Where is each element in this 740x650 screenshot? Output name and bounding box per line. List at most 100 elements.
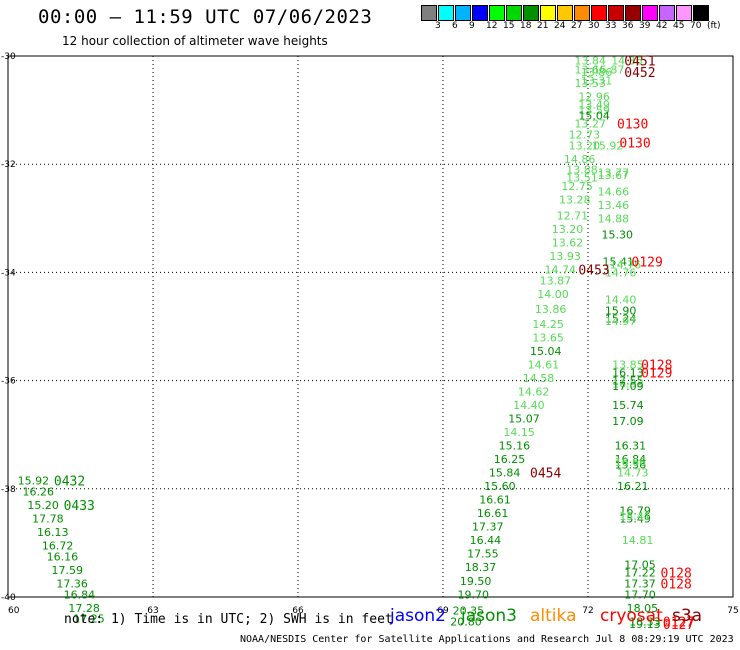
wave-height-value: 14.36 <box>611 54 643 67</box>
pass-time-label: 0127 <box>663 615 694 630</box>
pass-time-label: 0453 <box>578 264 609 279</box>
color-scale-label: 70 <box>690 21 702 31</box>
wave-height-value: 17.22 <box>624 567 656 580</box>
color-swatch <box>676 5 692 21</box>
wave-height-value: 17.09 <box>612 415 644 428</box>
legend-s3a: s3a <box>672 606 703 626</box>
wave-height-value: 12.73 <box>569 128 601 141</box>
lat-tick-label: -32 <box>1 160 16 170</box>
wave-height-value: 14.66 <box>598 185 630 198</box>
wave-height-value: 15.07 <box>508 412 540 425</box>
wave-height-value: 13.67 <box>598 169 630 182</box>
wave-height-value: 13.20 <box>552 223 584 236</box>
color-swatch <box>625 5 641 21</box>
color-scale-label: 30 <box>588 21 600 31</box>
lon-tick-label: 60 <box>8 606 20 616</box>
wave-height-value: 17.55 <box>467 548 499 561</box>
wave-height-value: 15.56 <box>615 458 647 471</box>
color-swatch <box>455 5 471 21</box>
wave-height-value: 17.36 <box>56 577 87 590</box>
wave-height-value: 13.27 <box>574 118 606 131</box>
wave-height-value: 13.77 <box>598 166 630 179</box>
wave-height-value: 15.49 <box>619 513 651 526</box>
wave-height-value: 17.05 <box>624 559 656 572</box>
wave-height-value: 16.61 <box>477 507 509 520</box>
wave-height-value: 12.71 <box>557 210 589 223</box>
pass-time-label: 0128 <box>641 358 672 373</box>
color-scale-label: 12 <box>486 21 498 31</box>
wave-height-value: 13.85 <box>612 358 644 371</box>
wave-height-value: 13.86 <box>581 66 613 79</box>
wave-height-value: 16.79 <box>619 504 651 517</box>
wave-height-value: 14.88 <box>598 212 630 225</box>
wave-height-value: 14.40 <box>605 293 637 306</box>
color-swatch <box>506 5 522 21</box>
lat-tick-label: -34 <box>1 268 16 278</box>
color-swatch <box>574 5 590 21</box>
lon-tick-label: 72 <box>582 606 593 616</box>
wave-height-value: 15.84 <box>489 467 520 480</box>
wave-height-value: 18.05 <box>627 602 659 615</box>
wave-height-value: 15.41 <box>603 256 635 269</box>
wave-height-value: 13.84 <box>574 54 606 67</box>
wave-height-value: 17.28 <box>68 602 100 615</box>
wave-height-value: 17.37 <box>472 521 504 534</box>
wave-height-value: 14.40 <box>513 399 545 412</box>
wave-height-value: 12.96 <box>578 91 610 104</box>
wave-height-value: 20.80 <box>450 615 482 628</box>
wave-height-value: 16.53 <box>612 377 644 390</box>
color-scale-label: 33 <box>605 21 617 31</box>
wave-height-value: 16.84 <box>615 453 647 466</box>
wave-height-value: 13.28 <box>559 193 591 206</box>
wave-height-value: 14.74 <box>545 264 577 277</box>
wave-height-value: 13.65 <box>532 331 564 344</box>
wave-height-value: 16.16 <box>47 550 79 563</box>
wave-height-value: 15.24 <box>605 312 637 325</box>
wave-height-value: 14.25 <box>532 318 564 331</box>
lat-tick-label: -38 <box>1 485 16 495</box>
wave-height-value: 14.15 <box>503 426 534 439</box>
pass-time-label: 0130 <box>619 137 650 152</box>
wave-height-value: 13.51 <box>566 172 598 185</box>
pass-time-label: 0127 <box>663 618 694 633</box>
wave-height-value: 14.58 <box>523 372 555 385</box>
wave-height-value: 13.46 <box>598 199 630 212</box>
credit-line: NOAA/NESDIS Center for Satellite Applica… <box>240 634 734 645</box>
color-swatch <box>523 5 539 21</box>
color-swatch <box>659 5 675 21</box>
wave-height-value: 14.76 <box>605 266 637 279</box>
wave-height-value: 15.87 <box>593 64 625 77</box>
map-frame <box>7 55 734 598</box>
lon-tick-label: 63 <box>147 606 158 616</box>
wave-height-value: 15.30 <box>602 229 634 242</box>
wave-height-value: 15.92 <box>592 139 624 152</box>
wave-height-value: 16.21 <box>617 480 649 493</box>
wave-height-value: 13.53 <box>574 77 606 90</box>
wave-height-value: 19.70 <box>458 588 490 601</box>
wave-height-value: 13.31 <box>581 74 613 87</box>
legend-altika: altika <box>530 606 577 626</box>
color-scale-label: 3 <box>435 21 441 31</box>
color-swatch <box>489 5 505 21</box>
wave-height-value: 16.31 <box>615 440 647 453</box>
wave-height-value: 19.13 <box>629 618 661 631</box>
wave-height-value: 15.04 <box>578 110 610 123</box>
color-scale-label: 9 <box>469 21 475 31</box>
color-scale-label: 21 <box>537 21 549 31</box>
color-scale-label: 15 <box>503 21 515 31</box>
color-swatch <box>421 5 437 21</box>
color-scale <box>421 5 710 21</box>
color-scale-label: 45 <box>673 21 685 31</box>
wave-height-value: 13.93 <box>549 250 581 263</box>
wave-height-value: 13.88 <box>566 164 598 177</box>
color-scale-label: 36 <box>622 21 634 31</box>
wave-height-value: 13.87 <box>540 275 572 288</box>
wave-height-value: 15.60 <box>484 480 516 493</box>
legend-jason3: jason3 <box>461 606 517 626</box>
wave-height-value: 15.90 <box>605 304 637 317</box>
lat-tick-label: -36 <box>1 377 16 387</box>
wave-height-value: 16.25 <box>494 453 526 466</box>
color-swatch <box>642 5 658 21</box>
pass-time-label: 0454 <box>530 467 561 482</box>
